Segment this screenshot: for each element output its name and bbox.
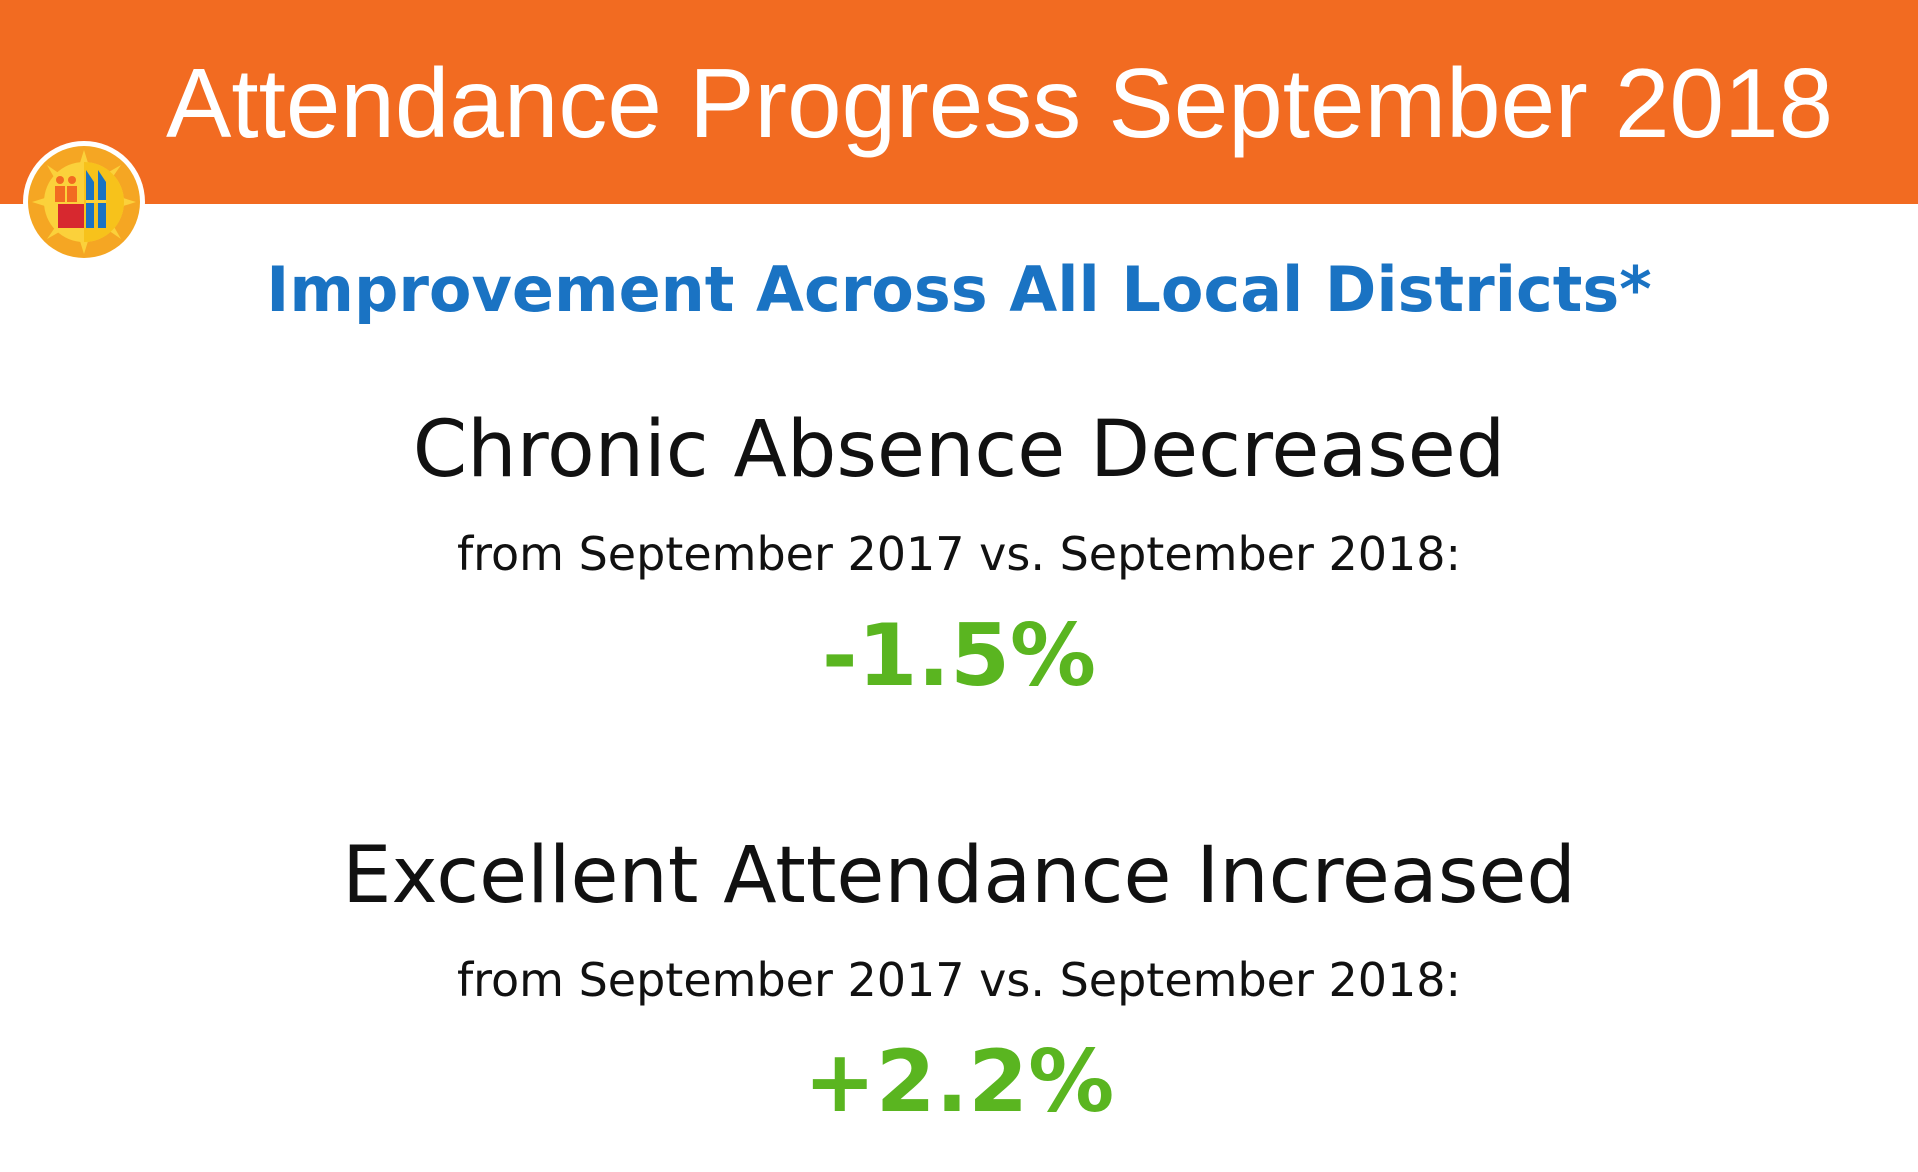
metric-period: from September 2017 vs. September 2018: bbox=[456, 527, 1462, 581]
metric-heading: Excellent Attendance Increased bbox=[342, 831, 1576, 921]
district-seal-icon bbox=[23, 141, 145, 263]
metric-heading: Chronic Absence Decreased bbox=[412, 405, 1506, 495]
subtitle: Improvement Across All Local Districts* bbox=[266, 253, 1652, 326]
metric-value: -1.5% bbox=[821, 606, 1097, 706]
metric-value: +2.2% bbox=[803, 1032, 1115, 1132]
metric-period: from September 2017 vs. September 2018: bbox=[456, 953, 1462, 1007]
metric-excellent-attendance: Excellent Attendance Increased from Sept… bbox=[0, 826, 1918, 1134]
metric-chronic-absence: Chronic Absence Decreased from September… bbox=[0, 400, 1918, 708]
header-band: Attendance Progress September 2018 bbox=[0, 0, 1918, 204]
page-title: Attendance Progress September 2018 bbox=[166, 48, 1834, 158]
